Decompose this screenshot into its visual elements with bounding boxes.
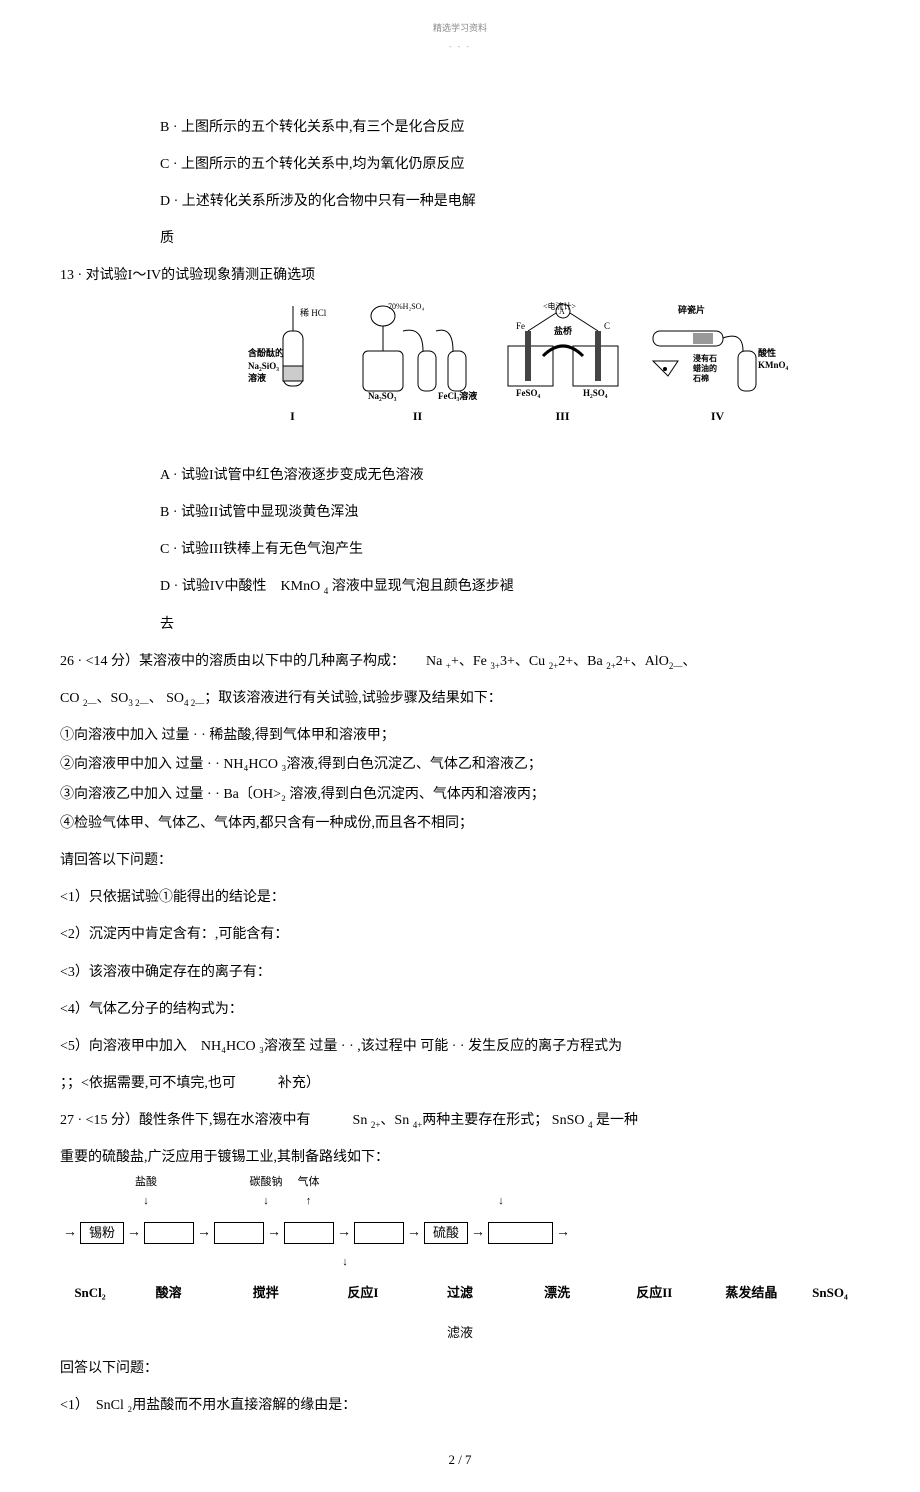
svg-text:酸性: 酸性: [758, 347, 776, 358]
svg-text:C: C: [604, 321, 610, 331]
q13-option-a: A · 试验I试管中红色溶液逐步变成无色溶液: [100, 463, 860, 488]
page-number: 2 / 7: [60, 1448, 860, 1471]
q12-option-d-cont: 质: [100, 226, 860, 251]
q26-sub5b: ；；<依据需要,可不填完,也可 补充）: [60, 1071, 860, 1096]
apparatus-3-svg: A <电流计> Fe C 盐桥 FeSO₄ H₂SO₄: [498, 301, 628, 401]
flow-end: SnSO₄: [800, 1281, 860, 1304]
q13-stem: 13 · 对试验I～IV的试验现象猜测正确选项: [60, 263, 315, 288]
flow-start: SnCl₂: [60, 1281, 120, 1304]
svg-text:FeCl₃溶液: FeCl₃溶液: [438, 390, 478, 401]
header-watermark: 精选学习资料: [60, 20, 860, 36]
flow-lbl-6: 蒸发结晶: [703, 1281, 800, 1304]
q12-option-c: C · 上图所示的五个转化关系中,均为氧化仍原反应: [100, 152, 860, 177]
apparatus-4-svg: 碎瓷片 浸有石 蜡油的 石棉 酸性 KMnO₄: [643, 301, 793, 401]
q26-step4: ④检验气体甲、气体乙、气体丙,都只含有一种成份,而且各不相同；: [60, 811, 860, 836]
roman-4: IV: [643, 409, 793, 423]
svg-text:70%H₂SO₄: 70%H₂SO₄: [388, 302, 424, 311]
svg-text:FeSO₄: FeSO₄: [516, 388, 540, 398]
q12-option-d: D · 上述转化关系所涉及的化合物中只有一种是电解: [100, 189, 860, 214]
flow-input-hcl: 盐酸: [135, 1173, 157, 1193]
q13-stem-row: 13 · 对试验I～IV的试验现象猜测正确选项: [100, 263, 860, 288]
flow-box-empty4: [354, 1222, 404, 1244]
diagram-4: 碎瓷片 浸有石 蜡油的 石棉 酸性 KMnO₄ IV: [643, 301, 793, 423]
svg-text:Na₂SO₃: Na₂SO₃: [368, 391, 397, 401]
flowchart-row: → 锡粉 → → → → → 硫酸 → →: [60, 1220, 860, 1245]
svg-text:石棉: 石棉: [692, 373, 709, 383]
arrow-icon: →: [471, 1220, 485, 1245]
arrow-icon: →: [63, 1220, 77, 1245]
arrow-icon: →: [197, 1220, 211, 1245]
header-dash: - - -: [60, 40, 860, 54]
svg-text:蜡油的: 蜡油的: [693, 363, 717, 373]
diagram-3: A <电流计> Fe C 盐桥 FeSO₄ H₂SO₄ III: [498, 301, 628, 423]
arrow-icon: →: [127, 1220, 141, 1245]
flow-lbl-3: 过滤: [411, 1281, 508, 1304]
q13-option-c: C · 试验III铁棒上有无色气泡产生: [100, 537, 860, 562]
svg-text:<电流计>: <电流计>: [543, 301, 577, 311]
svg-text:H₂SO₄: H₂SO₄: [583, 388, 608, 398]
flow-box-empty3: [284, 1222, 334, 1244]
document-body: B · 上图所示的五个转化关系中,有三个是化合反应 C · 上图所示的五个转化关…: [60, 115, 860, 1419]
arrow-icon: →: [267, 1220, 281, 1245]
arrow-icon: →: [407, 1220, 421, 1245]
q26-sub5: <5）向溶液甲中加入 NH₄HCO ₃溶液至 过量 · · ,该过程中 可能 ·…: [60, 1034, 860, 1059]
q26-prompt: 请回答以下问题：: [60, 848, 860, 873]
diagram-2: 70%H₂SO₄ Na₂SO₃ FeCl₃溶液 II: [353, 301, 483, 423]
flow-lbl-0: 酸溶: [120, 1281, 217, 1304]
q12-option-b: B · 上图所示的五个转化关系中,有三个是化合反应: [100, 115, 860, 140]
q13-option-b: B · 试验II试管中显现淡黄色浑浊: [100, 500, 860, 525]
svg-text:含酚酞的: 含酚酞的: [248, 347, 284, 358]
flow-gas: 气体: [298, 1173, 320, 1193]
flow-box-empty5: [488, 1222, 553, 1244]
flow-box-empty2: [214, 1222, 264, 1244]
flow-lbl-2: 反应I: [314, 1281, 411, 1304]
apparatus-1-svg: 稀 HCl 含酚酞的 Na₂SiO₃ 溶液: [248, 301, 338, 401]
svg-text:盐桥: 盐桥: [554, 325, 573, 336]
q27-sub1: <1） SnCl ₂用盐酸而不用水直接溶解的缘由是：: [60, 1393, 860, 1418]
q26-sub2: <2）沉淀丙中肯定含有：,可能含有：: [60, 922, 860, 947]
roman-1: I: [248, 409, 338, 423]
arrow-icon: →: [556, 1220, 570, 1245]
svg-text:浸有石: 浸有石: [693, 353, 717, 363]
flow-box-tin: 锡粉: [80, 1222, 124, 1244]
svg-text:溶液: 溶液: [248, 372, 267, 383]
q26-line2: CO 2—、SO3 2—、 SO4 2—；取该溶液进行有关试验,试验步骤及结果如…: [60, 686, 860, 711]
q13-option-d-cont: 去: [100, 612, 860, 637]
roman-3: III: [498, 409, 628, 423]
q26-stem: 26 · <14 分）某溶液中的溶质由以下中的几种离子构成： Na ++、Fe …: [60, 649, 860, 674]
svg-text:碎瓷片: 碎瓷片: [678, 304, 705, 315]
svg-text:稀 HCl: 稀 HCl: [300, 307, 327, 318]
apparatus-2-svg: 70%H₂SO₄ Na₂SO₃ FeCl₃溶液: [353, 301, 483, 401]
q27-line2: 重要的硫酸盐,广泛应用于镀锡工业,其制备路线如下：: [60, 1145, 860, 1170]
svg-text:Na₂SiO₃: Na₂SiO₃: [248, 361, 279, 371]
flow-lbl-4: 漂洗: [509, 1281, 606, 1304]
q26-sub1: <1）只依据试验①能得出的结论是：: [60, 885, 860, 910]
q26-sub3: <3）该溶液中确定存在的离子有：: [60, 960, 860, 985]
svg-text:KMnO₄: KMnO₄: [758, 360, 789, 370]
q26-step3: ③向溶液乙中加入 过量 · · Ba〔OH>₂ 溶液,得到白色沉淀丙、气体丙和溶…: [60, 782, 860, 807]
flow-box-h2so4: 硫酸: [424, 1222, 468, 1244]
q13-option-d: D · 试验IV中酸性 KMnO 4 溶液中显现气泡且颜色逐步褪: [100, 574, 860, 599]
arrow-icon: →: [337, 1220, 351, 1245]
flow-box-empty1: [144, 1222, 194, 1244]
flow-filtrate: 滤液: [60, 1321, 860, 1344]
q27-prompt: 回答以下问题：: [60, 1356, 860, 1381]
q27-stem: 27 · <15 分）酸性条件下,锡在水溶液中有 Sn 2+、Sn 4+两种主要…: [60, 1108, 860, 1133]
flowchart-container: 盐酸↓ 碳酸钠↓ 气体↑ ↓ → 锡粉 → → → → → 硫酸 →: [60, 1173, 860, 1344]
flow-lbl-5: 反应II: [606, 1281, 703, 1304]
q26-sub4: <4）气体乙分子的结构式为：: [60, 997, 860, 1022]
q26-step2: ②向溶液甲中加入 过量 · · NH₄HCO ₃溶液,得到白色沉淀乙、气体乙和溶…: [60, 752, 860, 777]
experiment-diagrams: 稀 HCl 含酚酞的 Na₂SiO₃ 溶液 I 70%H₂SO₄ Na₂SO₃ …: [240, 301, 800, 423]
svg-text:Fe: Fe: [516, 321, 525, 331]
q26-step1: ①向溶液中加入 过量 · · 稀盐酸,得到气体甲和溶液甲；: [60, 723, 860, 748]
flow-input-na2co3: 碳酸钠: [250, 1173, 283, 1193]
roman-2: II: [353, 409, 483, 423]
flow-lbl-1: 搅拌: [217, 1281, 314, 1304]
diagram-1: 稀 HCl 含酚酞的 Na₂SiO₃ 溶液 I: [248, 301, 338, 423]
flow-labels-row: SnCl₂ 酸溶 搅拌 反应I 过滤 漂洗 反应II 蒸发结晶 SnSO₄: [60, 1281, 860, 1304]
